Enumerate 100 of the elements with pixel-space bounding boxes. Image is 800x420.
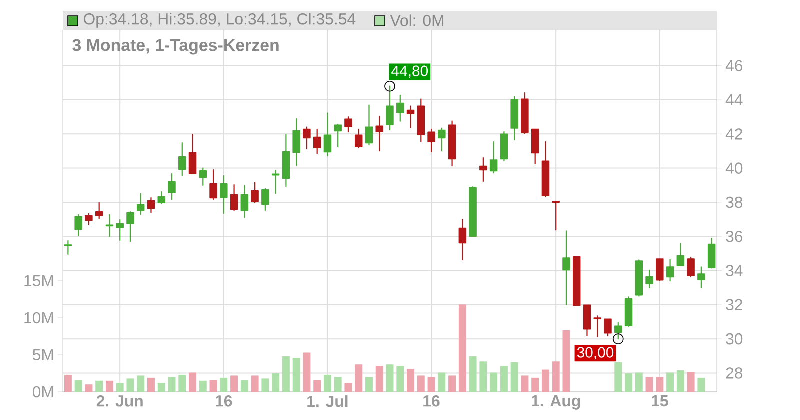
- candlestick: [251, 182, 259, 204]
- bar: [396, 366, 404, 392]
- candlestick: [594, 316, 602, 338]
- bar: [417, 376, 425, 392]
- candlestick: [552, 201, 560, 231]
- bar: [314, 380, 322, 392]
- bar: [521, 376, 529, 392]
- candlestick: [521, 92, 529, 135]
- candlestick: [178, 142, 186, 176]
- candlestick: [458, 218, 467, 261]
- bar: [542, 370, 550, 392]
- text: 3 Monate, 1-Tages-Kerzen: [72, 39, 279, 55]
- bar: [562, 330, 570, 392]
- candlestick: [583, 304, 592, 336]
- candlestick: [490, 141, 498, 174]
- bar: [386, 364, 394, 392]
- candlestick: [646, 270, 654, 288]
- candlestick: [95, 202, 104, 220]
- candlestick: [188, 134, 197, 174]
- y-tick-label: 15M: [24, 275, 54, 287]
- x-tick-label: 1. Jul: [308, 396, 348, 408]
- bar: [282, 356, 290, 392]
- bar: [292, 358, 300, 392]
- candlestick: [220, 175, 228, 214]
- y2-tick-label: 46: [726, 60, 743, 72]
- candlestick: [199, 168, 208, 186]
- candlestick: [510, 96, 518, 141]
- candlestick: [376, 116, 384, 152]
- candlestick: [708, 238, 716, 269]
- y-tick-label: 5M: [32, 349, 54, 361]
- candlestick: [106, 214, 114, 238]
- candlestick: [406, 106, 415, 129]
- bar: [210, 380, 218, 392]
- candlestick: [698, 266, 706, 288]
- candlestick: [147, 197, 156, 214]
- y-tick-label: 0M: [32, 386, 54, 398]
- bar: [74, 380, 82, 392]
- bar: [407, 369, 414, 392]
- bar: [324, 374, 332, 392]
- bar: [428, 377, 436, 392]
- candlestick: [531, 128, 540, 165]
- bar: [366, 377, 373, 392]
- candlestick: [635, 260, 644, 297]
- bar: [666, 372, 674, 392]
- candlestick: [292, 118, 300, 166]
- candlestick: [604, 318, 612, 336]
- bar: [438, 372, 446, 392]
- candlestick: [500, 131, 508, 162]
- candlestick: [344, 116, 352, 132]
- candlestick: [438, 128, 446, 152]
- candlestick: [666, 258, 674, 282]
- bar: [510, 362, 518, 392]
- bar: [344, 383, 352, 392]
- candlestick: [469, 186, 477, 237]
- bar: [262, 378, 270, 392]
- candlestick: [240, 185, 249, 218]
- bar: [158, 383, 166, 392]
- text: Vol: 0M: [390, 14, 444, 26]
- candlestick: [126, 211, 134, 242]
- bar: [552, 362, 560, 392]
- bar: [500, 366, 508, 392]
- bar: [199, 380, 207, 392]
- candlestick: [562, 230, 570, 306]
- candlestick: [262, 188, 270, 212]
- candlestick: [428, 128, 436, 153]
- bar: [532, 378, 540, 392]
- candlestick: [687, 256, 695, 278]
- x-tick-label: 16: [424, 396, 440, 407]
- candlestick: [354, 128, 363, 149]
- candlestick: [542, 141, 550, 198]
- y2-tick-label: 32: [726, 299, 742, 311]
- bar: [480, 362, 488, 392]
- bar: [85, 384, 93, 392]
- bar: [490, 372, 498, 392]
- y-tick-label: 10M: [24, 312, 54, 324]
- text: Op:34.18, Hi:35.89, Lo:34.15, Cl:35.54: [84, 13, 356, 28]
- bar: [646, 377, 654, 392]
- bar: [676, 370, 684, 392]
- candlestick: [448, 120, 456, 167]
- candlestick: [74, 214, 82, 236]
- candlestick: [334, 124, 342, 148]
- candlestick: [572, 256, 581, 306]
- y2-tick-label: 38: [726, 196, 743, 208]
- x-tick-label: 2. Jun: [96, 396, 143, 407]
- candlestick: [365, 104, 374, 146]
- bar: [240, 380, 248, 392]
- candlestick: [210, 169, 218, 200]
- annotation: 30,00: [577, 347, 614, 360]
- bar: [64, 374, 72, 392]
- annotation: 44,80: [392, 66, 428, 78]
- bar: [220, 378, 228, 392]
- candlestick: [64, 240, 72, 256]
- candlestick: [168, 173, 176, 200]
- candlestick: [624, 296, 633, 328]
- bar: [635, 372, 643, 392]
- bar: [656, 377, 664, 392]
- y2-tick-label: 30: [726, 333, 743, 345]
- bar: [698, 378, 706, 392]
- candlestick: [158, 191, 166, 204]
- bar: [126, 378, 134, 392]
